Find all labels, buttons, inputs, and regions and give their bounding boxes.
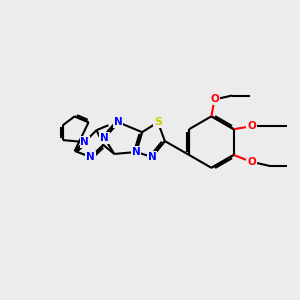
Text: N: N	[86, 152, 95, 162]
Text: N: N	[148, 152, 156, 162]
Text: O: O	[247, 157, 256, 167]
Text: N: N	[114, 117, 123, 127]
Text: S: S	[154, 117, 162, 127]
Text: N: N	[132, 147, 140, 157]
Text: N: N	[80, 137, 89, 147]
Text: O: O	[247, 121, 256, 131]
Text: N: N	[100, 133, 109, 143]
Text: O: O	[210, 94, 219, 104]
